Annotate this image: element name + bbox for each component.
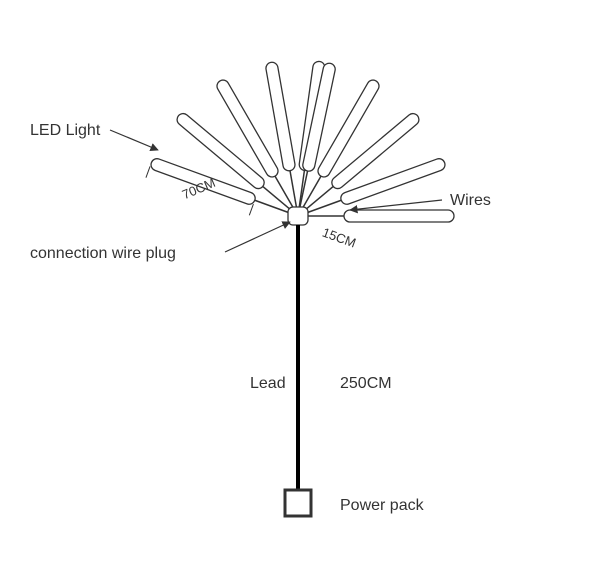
wire-segment [255, 200, 291, 213]
label-lead: Lead [250, 375, 286, 392]
arrow-wires [350, 200, 442, 210]
dim-wire-length: 15CM [320, 225, 358, 251]
connection-wire-plug [288, 207, 308, 225]
arrow-connection-plug [225, 222, 290, 252]
arrow-led-light [110, 130, 158, 150]
power-pack [285, 490, 311, 516]
led-light-diagram: 70CM15CMLED LightWiresconnection wire pl… [0, 0, 596, 572]
label-lead_dim: 250CM [340, 375, 392, 392]
label-wires: Wires [450, 192, 491, 209]
wire-segment [306, 200, 342, 213]
label-power_pack: Power pack [340, 497, 425, 514]
label-connection_plug: connection wire plug [30, 245, 176, 262]
label-led_light: LED Light [30, 122, 101, 139]
led-arm [344, 210, 454, 222]
